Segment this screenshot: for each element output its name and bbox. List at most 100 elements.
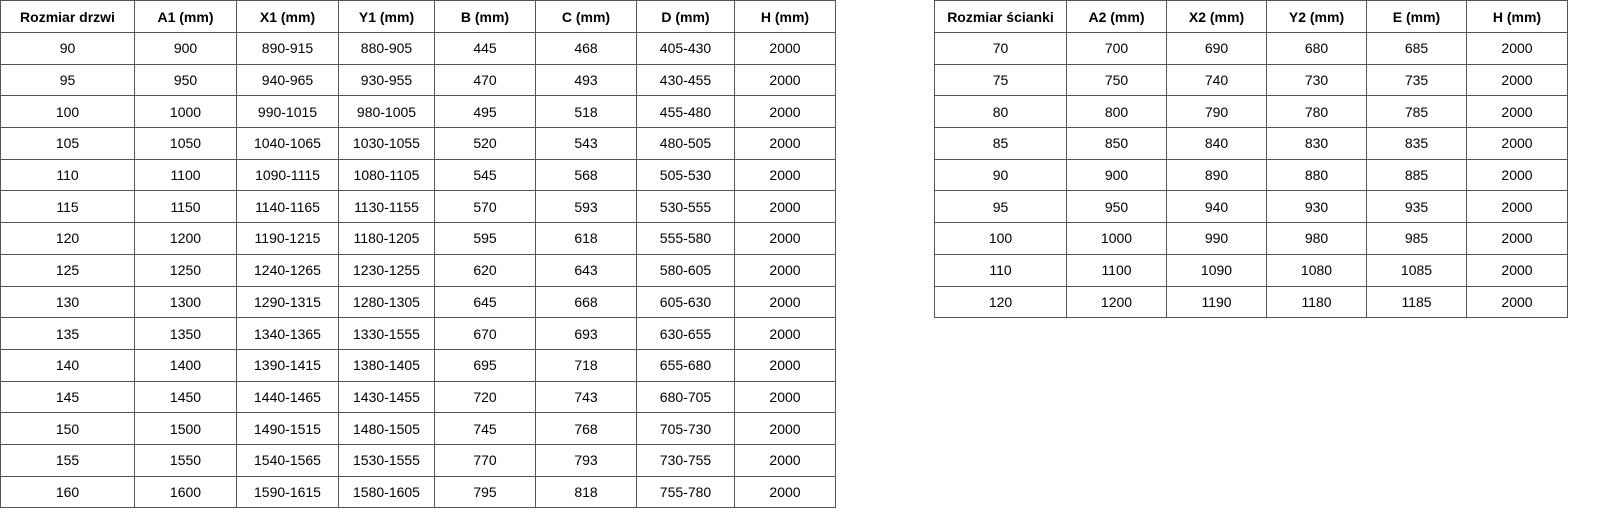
table-cell: 980 (1266, 222, 1367, 255)
table-cell: 130 (0, 285, 135, 319)
table-cell: 1450 (134, 380, 237, 414)
table-cell: 1140-1165 (236, 190, 339, 224)
column-header: A2 (mm) (1066, 0, 1167, 33)
table-cell: 1330-1555 (338, 317, 435, 350)
table-cell: 445 (434, 32, 536, 65)
table-cell: 2000 (734, 412, 836, 445)
table-cell: 630-655 (636, 317, 735, 350)
header-row: Rozmiar drzwi A1 (mm) X1 (mm) Y1 (mm) B (mm)… (0, 0, 836, 33)
column-header: A1 (mm) (134, 0, 237, 33)
table-cell: 930-955 (338, 63, 435, 97)
table-cell: 70 (934, 32, 1067, 65)
table-cell: 695 (434, 348, 536, 382)
table-cell: 1200 (134, 222, 237, 255)
table-cell: 605-630 (636, 285, 735, 319)
table-cell: 990 (1166, 222, 1267, 255)
table-cell: 2000 (1466, 190, 1568, 224)
table-cell: 643 (535, 253, 637, 287)
table-cell: 990-1015 (236, 95, 339, 129)
table-row: 85 850 840 830 835 2000 (934, 127, 1568, 160)
table-cell: 718 (535, 348, 637, 382)
table-cell: 80 (934, 95, 1067, 129)
table-cell: 693 (535, 317, 637, 350)
table-cell: 110 (0, 158, 135, 192)
table-cell: 1230-1255 (338, 253, 435, 287)
table-cell: 1340-1365 (236, 317, 339, 350)
table-cell: 840 (1166, 127, 1267, 160)
table-cell: 2000 (1466, 222, 1568, 255)
table-cell: 850 (1066, 127, 1167, 160)
table-cell: 145 (0, 380, 135, 414)
table-cell: 2000 (1466, 158, 1568, 192)
column-header: X1 (mm) (236, 0, 339, 33)
table-cell: 1390-1415 (236, 348, 339, 382)
table-cell: 2000 (734, 253, 836, 287)
table-cell: 818 (535, 475, 637, 509)
table-cell: 95 (934, 190, 1067, 224)
table-row: 100 1000 990 980 985 2000 (934, 222, 1568, 255)
table-cell: 735 (1366, 63, 1467, 97)
table-cell: 940 (1166, 190, 1267, 224)
table-cell: 950 (134, 63, 237, 97)
table-cell: 1380-1405 (338, 348, 435, 382)
table-cell: 2000 (734, 380, 836, 414)
table-cell: 730-755 (636, 443, 735, 477)
table-cell: 1540-1565 (236, 443, 339, 477)
column-header: E (mm) (1366, 0, 1467, 33)
table-cell: 685 (1366, 32, 1467, 65)
table-row: 75 750 740 730 735 2000 (934, 63, 1568, 97)
table-cell: 2000 (1466, 95, 1568, 129)
table-cell: 830 (1266, 127, 1367, 160)
table-cell: 555-580 (636, 222, 735, 255)
table-row: 95 950 940 930 935 2000 (934, 190, 1568, 224)
table-cell: 1350 (134, 317, 237, 350)
table-cell: 1280-1305 (338, 285, 435, 319)
table-cell: 1290-1315 (236, 285, 339, 319)
table-cell: 793 (535, 443, 637, 477)
table-cell: 1190 (1166, 285, 1267, 319)
table-cell: 90 (0, 32, 135, 65)
table-cell: 493 (535, 63, 637, 97)
table-cell: 1040-1065 (236, 127, 339, 160)
table-cell: 1130-1155 (338, 190, 435, 224)
table-cell: 1490-1515 (236, 412, 339, 445)
table-cell: 768 (535, 412, 637, 445)
table-cell: 1050 (134, 127, 237, 160)
table-cell: 568 (535, 158, 637, 192)
table-cell: 595 (434, 222, 536, 255)
table-cell: 835 (1366, 127, 1467, 160)
table-cell: 2000 (734, 95, 836, 129)
header-row: Rozmiar ścianki A2 (mm) X2 (mm) Y2 (mm) E (m… (934, 0, 1568, 33)
table-cell: 770 (434, 443, 536, 477)
table-cell: 1440-1465 (236, 380, 339, 414)
column-header: Rozmiar ścianki (934, 0, 1067, 33)
table-cell: 520 (434, 127, 536, 160)
table-cell: 1550 (134, 443, 237, 477)
table-cell: 1080 (1266, 253, 1367, 287)
table-cell: 900 (1066, 158, 1167, 192)
table-cell: 105 (0, 127, 135, 160)
column-header: Rozmiar drzwi (0, 0, 135, 33)
table-cell: 1100 (134, 158, 237, 192)
table-row: 125 1250 1240-1265 1230-1255 620 643 580-605 20… (0, 253, 836, 287)
table-row: 110 1100 1090 1080 1085 2000 (934, 253, 1568, 287)
table-cell: 780 (1266, 95, 1367, 129)
column-header: C (mm) (535, 0, 637, 33)
table-cell: 1180 (1266, 285, 1367, 319)
table-cell: 495 (434, 95, 536, 129)
table-cell: 120 (0, 222, 135, 255)
column-header: B (mm) (434, 0, 536, 33)
table-cell: 1600 (134, 475, 237, 509)
table-cell: 900 (134, 32, 237, 65)
table-cell: 745 (434, 412, 536, 445)
table-cell: 593 (535, 190, 637, 224)
table-cell: 700 (1066, 32, 1167, 65)
table-cell: 680 (1266, 32, 1367, 65)
table-cell: 690 (1166, 32, 1267, 65)
table-cell: 2000 (734, 285, 836, 319)
table-cell: 530-555 (636, 190, 735, 224)
table-cell: 795 (434, 475, 536, 509)
table-cell: 668 (535, 285, 637, 319)
column-header: X2 (mm) (1166, 0, 1267, 33)
table-cell: 1190-1215 (236, 222, 339, 255)
